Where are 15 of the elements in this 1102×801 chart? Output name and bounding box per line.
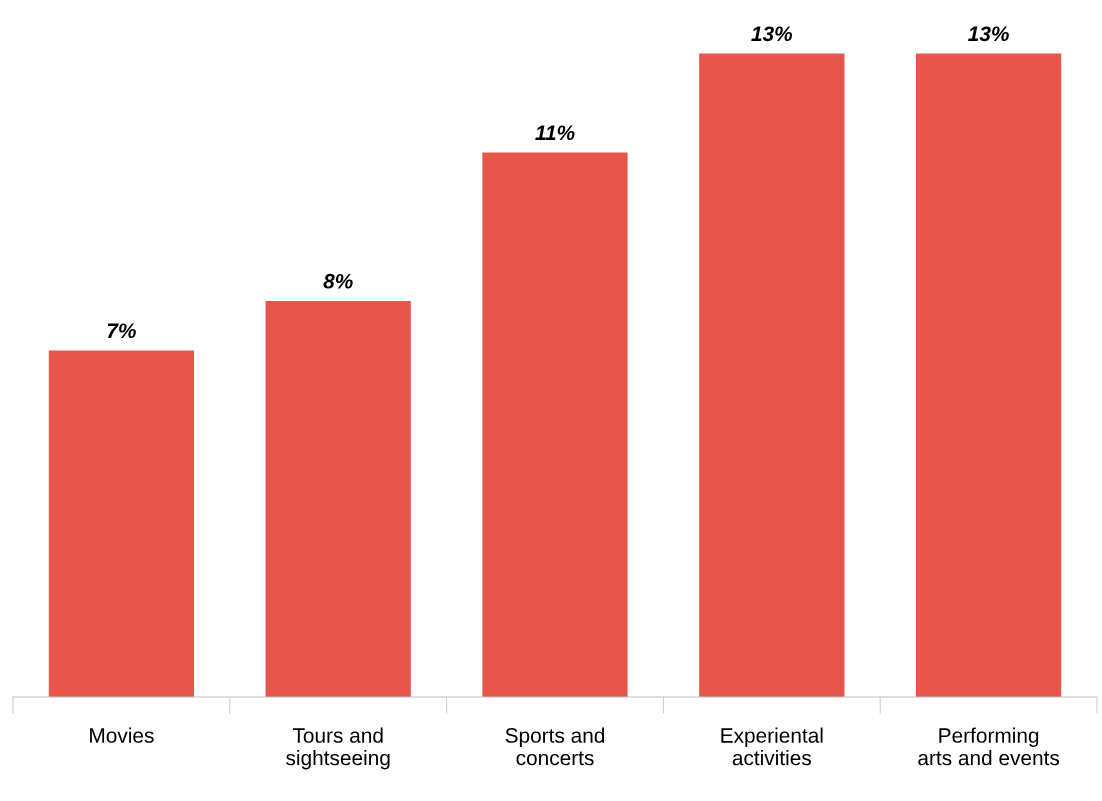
data-label: 8% [323,273,353,289]
bar [265,301,411,697]
bar [48,350,195,697]
data-label: 13% [751,26,793,42]
x-tick-label: Performing arts and events [918,727,1060,766]
data-label: 11% [535,125,575,141]
bar [482,152,628,697]
x-tick-label: Sports and concerts [505,727,605,766]
x-tick-label: Tours and sightseeing [286,727,390,770]
bar [915,53,1062,697]
bar [699,53,845,697]
data-label: 13% [968,26,1009,42]
data-label: 7% [107,323,136,339]
x-tick-label: Experiental activities [721,727,823,766]
x-tick-label: Movies [90,727,154,743]
